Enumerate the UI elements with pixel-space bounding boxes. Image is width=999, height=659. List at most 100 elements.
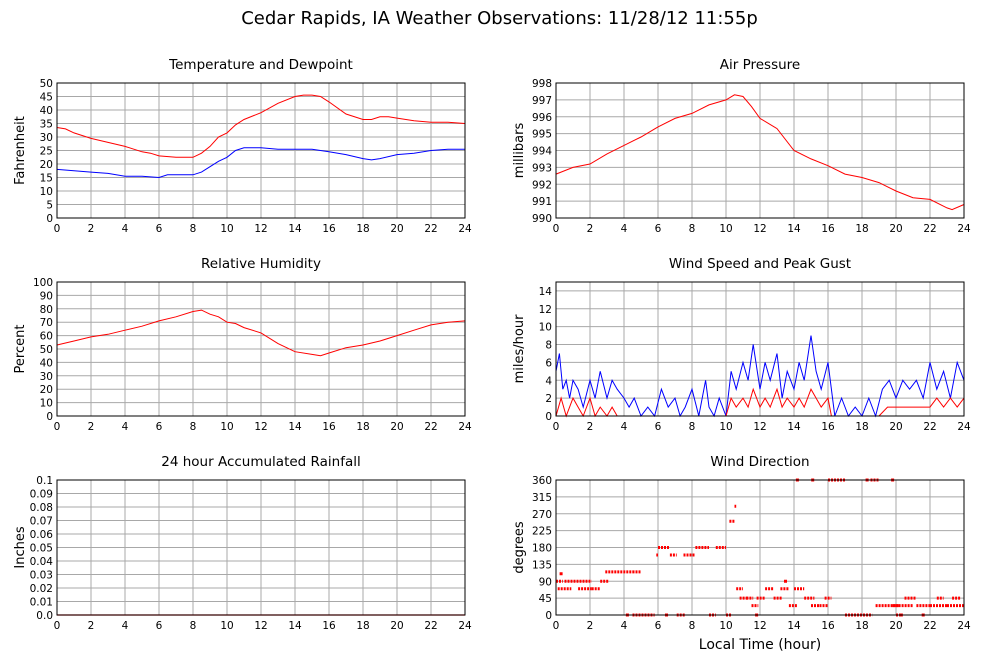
wind-xtick-label: 18 bbox=[855, 421, 868, 433]
temp-ylabel: Fahrenheit bbox=[13, 116, 28, 185]
rh-xtick-label: 6 bbox=[156, 421, 163, 433]
rh-xtick-label: 4 bbox=[122, 421, 129, 433]
rain-ytick-label: 0.02 bbox=[30, 583, 53, 595]
wdir-xtick-label: 12 bbox=[753, 620, 766, 632]
wdir-xtick-label: 4 bbox=[621, 620, 628, 632]
wdir-ytick-label: 270 bbox=[532, 509, 552, 521]
wind-xtick-label: 14 bbox=[787, 421, 801, 433]
rain-xtick-label: 20 bbox=[390, 620, 403, 632]
temp-ytick-label: 5 bbox=[46, 200, 53, 212]
temp-xtick-label: 2 bbox=[88, 223, 95, 235]
rh-ytick-label: 60 bbox=[40, 331, 53, 343]
wind-xtick-label: 22 bbox=[923, 421, 936, 433]
rh-ytick-label: 10 bbox=[40, 398, 53, 410]
pres-xtick-label: 4 bbox=[621, 223, 628, 235]
wdir-title: Wind Direction bbox=[710, 454, 809, 470]
pres-ylabel: millibars bbox=[512, 123, 527, 179]
wind-ylabel: miles/hour bbox=[512, 314, 527, 383]
wind-ytick-label: 2 bbox=[545, 393, 552, 405]
rain-ytick-label: 0.1 bbox=[36, 475, 53, 487]
rain-xtick-label: 8 bbox=[190, 620, 197, 632]
pres-plot-frame bbox=[555, 82, 965, 219]
rh-ytick-label: 40 bbox=[40, 357, 53, 369]
pres-xtick-label: 10 bbox=[719, 223, 732, 235]
pres-ytick-label: 995 bbox=[532, 129, 552, 141]
rain-xtick-label: 18 bbox=[356, 620, 369, 632]
wdir-ytick-label: 45 bbox=[539, 593, 552, 605]
wdir-ylabel: degrees bbox=[512, 521, 527, 574]
rh-plot-frame bbox=[56, 281, 466, 417]
rain-ytick-label: 0.07 bbox=[30, 516, 53, 528]
rain-ytick-label: 0.0 bbox=[36, 610, 53, 622]
rain-ytick-label: 0.04 bbox=[30, 556, 54, 568]
rh-ytick-label: 80 bbox=[40, 304, 53, 316]
wind-xtick-label: 10 bbox=[719, 421, 732, 433]
rh-xtick-label: 24 bbox=[458, 421, 472, 433]
temp-xtick-label: 16 bbox=[322, 223, 336, 235]
pres-ytick-label: 993 bbox=[532, 162, 552, 174]
pres-xtick-label: 16 bbox=[821, 223, 835, 235]
pres-ytick-label: 996 bbox=[532, 112, 552, 124]
rain-xtick-label: 10 bbox=[220, 620, 233, 632]
wdir-xtick-label: 6 bbox=[655, 620, 662, 632]
wdir-ytick-label: 315 bbox=[532, 492, 552, 504]
rh-xtick-label: 20 bbox=[390, 421, 403, 433]
rain-ytick-label: 0.08 bbox=[30, 502, 53, 514]
rh-ytick-label: 20 bbox=[40, 384, 53, 396]
rain-xtick-label: 22 bbox=[424, 620, 437, 632]
temp-ytick-label: 50 bbox=[40, 78, 53, 90]
pres-xtick-label: 20 bbox=[889, 223, 902, 235]
wdir-xtick-label: 18 bbox=[855, 620, 868, 632]
wdir-xtick-label: 20 bbox=[889, 620, 902, 632]
pres-xtick-label: 2 bbox=[587, 223, 594, 235]
wind-ytick-label: 0 bbox=[545, 411, 552, 423]
temp-ytick-label: 35 bbox=[40, 119, 53, 131]
temp-title: Temperature and Dewpoint bbox=[168, 57, 353, 73]
rain-ylabel: Inches bbox=[13, 526, 28, 568]
rain-xtick-label: 14 bbox=[288, 620, 302, 632]
temp-series-0-line bbox=[56, 94, 466, 158]
temp-ytick-label: 25 bbox=[40, 146, 53, 158]
wdir-ytick-label: 0 bbox=[545, 610, 552, 622]
temp-ytick-label: 45 bbox=[40, 92, 53, 104]
wdir-xtick-label: 24 bbox=[957, 620, 971, 632]
rh-ylabel: Percent bbox=[13, 325, 28, 374]
wdir-point bbox=[784, 579, 787, 583]
wind-xtick-label: 0 bbox=[553, 421, 560, 433]
rh-series-0-line bbox=[56, 309, 466, 357]
rh-xtick-label: 2 bbox=[88, 421, 95, 433]
wdir-plot-frame bbox=[555, 479, 965, 616]
pres-xtick-label: 12 bbox=[753, 223, 766, 235]
rain-xtick-label: 24 bbox=[458, 620, 472, 632]
wind-xtick-label: 2 bbox=[587, 421, 594, 433]
wind-xtick-label: 12 bbox=[753, 421, 766, 433]
wind-ytick-label: 8 bbox=[545, 340, 552, 352]
wind-xtick-label: 20 bbox=[889, 421, 902, 433]
rh-xtick-label: 0 bbox=[54, 421, 61, 433]
rh-ytick-label: 100 bbox=[33, 277, 53, 289]
temp-xtick-label: 22 bbox=[424, 223, 437, 235]
pres-xtick-label: 0 bbox=[553, 223, 560, 235]
rain-xtick-label: 6 bbox=[156, 620, 163, 632]
wdir-ytick-label: 225 bbox=[532, 526, 552, 538]
pres-xtick-label: 6 bbox=[655, 223, 662, 235]
rh-xtick-label: 12 bbox=[254, 421, 267, 433]
temp-xtick-label: 12 bbox=[254, 223, 267, 235]
rh-ytick-label: 90 bbox=[40, 290, 53, 302]
wdir-xtick-label: 8 bbox=[689, 620, 696, 632]
rh-ytick-label: 0 bbox=[46, 411, 53, 423]
temp-xtick-label: 0 bbox=[54, 223, 61, 235]
pres-ytick-label: 992 bbox=[532, 179, 552, 191]
wind-ytick-label: 10 bbox=[539, 322, 552, 334]
rh-ytick-label: 30 bbox=[40, 371, 53, 383]
wdir-xtick-label: 16 bbox=[821, 620, 835, 632]
temp-ytick-label: 30 bbox=[40, 132, 53, 144]
pres-ytick-label: 998 bbox=[532, 78, 552, 90]
temp-ytick-label: 10 bbox=[40, 186, 53, 198]
rh-xtick-label: 8 bbox=[190, 421, 197, 433]
pres-series-0-line bbox=[555, 94, 965, 211]
rain-xtick-label: 12 bbox=[254, 620, 267, 632]
rh-xtick-label: 22 bbox=[424, 421, 437, 433]
rh-title: Relative Humidity bbox=[201, 256, 321, 272]
